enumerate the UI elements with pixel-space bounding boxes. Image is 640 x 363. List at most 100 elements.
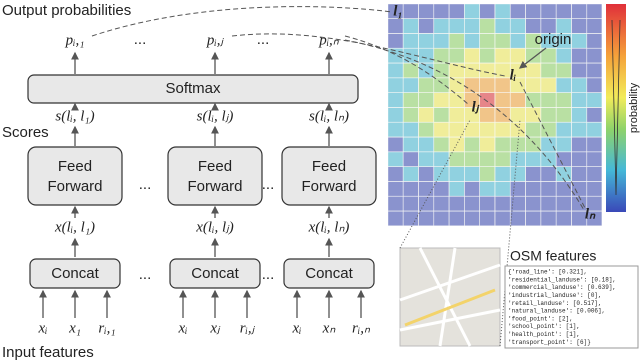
heat-cell [525, 122, 541, 138]
softmax-box [27, 74, 359, 104]
heat-cell [433, 92, 450, 108]
heat-cell [525, 92, 541, 108]
heat-cell [449, 181, 465, 197]
heat-cell [586, 77, 603, 93]
heat-cell [433, 77, 450, 93]
score-label: s(lᵢ, lₙ) [309, 108, 349, 124]
heat-cell [387, 107, 404, 123]
heat-cell [510, 196, 526, 212]
heat-cell [494, 48, 511, 64]
osm-code-line: 'retail_landuse': [0.517], [508, 300, 602, 307]
heat-cell [449, 166, 465, 182]
concat-box [169, 258, 261, 289]
heat-cell [556, 151, 572, 167]
heat-cell [556, 63, 572, 78]
label: Output probabilities [2, 2, 131, 19]
heat-cell [586, 181, 603, 197]
heat-cell [403, 210, 419, 226]
feed-forward-box [27, 146, 123, 206]
osm-code-line: 'residential_landuse': [0.18], [508, 276, 616, 283]
embedding-label: x(lᵢ, lⱼ) [195, 219, 233, 235]
heat-cell [494, 33, 511, 49]
heat-cell [418, 48, 434, 64]
heat-cell [525, 181, 541, 197]
ellipsis: ... [139, 176, 152, 193]
heat-cell [418, 33, 434, 49]
dashed-connector [231, 33, 506, 77]
heat-cell [540, 122, 557, 138]
heat-cell [464, 122, 480, 138]
heat-cell [525, 166, 541, 182]
input-label: xᵢ [37, 320, 47, 336]
heat-cell [403, 151, 419, 167]
ellipsis: ... [139, 266, 152, 283]
heat-cell [387, 63, 404, 78]
heat-cell [464, 107, 480, 123]
heat-cell [540, 92, 557, 108]
label: Scores [2, 124, 49, 141]
heat-cell [418, 18, 434, 34]
osm-code-line: 'food_point': [2], [508, 315, 573, 322]
heat-cell [449, 136, 465, 152]
heat-cell [494, 210, 511, 226]
heat-cell [556, 33, 572, 49]
heat-cell [510, 77, 526, 93]
input-label: rᵢ,ₙ [352, 320, 371, 336]
feed-forward-label: Feed [198, 158, 232, 175]
heat-cell [586, 107, 603, 123]
heat-cell [433, 151, 450, 167]
heat-cell [433, 18, 450, 34]
heat-cell [510, 3, 526, 19]
concat-label: Concat [51, 265, 99, 282]
heat-cell [540, 210, 557, 226]
heat-cell [525, 63, 541, 78]
heat-cell [387, 33, 404, 49]
heat-cell [479, 48, 495, 64]
heat-cell [571, 136, 587, 152]
heat-cell [540, 107, 557, 123]
heat-cell [449, 107, 465, 123]
input-label: xⱼ [209, 320, 221, 336]
heat-cell [433, 196, 450, 212]
heat-cell [449, 151, 465, 167]
heat-cell [525, 151, 541, 167]
heat-cell [418, 107, 434, 123]
heat-cell [571, 77, 587, 93]
score-label: s(lᵢ, lⱼ) [197, 108, 234, 124]
heat-cell [540, 33, 557, 49]
heat-cell [494, 18, 511, 34]
input-label: xₙ [322, 320, 337, 336]
heat-cell [433, 48, 450, 64]
heat-cell [403, 181, 419, 197]
heat-cell [479, 18, 495, 34]
heat-cell [525, 77, 541, 93]
heat-cell [403, 33, 419, 49]
dashed-connector [344, 39, 585, 211]
heat-cell [571, 33, 587, 49]
heat-cell [540, 136, 557, 152]
origin-arrow [518, 47, 547, 69]
heat-cell [494, 166, 511, 182]
heat-cell [479, 166, 495, 182]
heat-cell [418, 151, 434, 167]
map-point: lⱼ [472, 99, 480, 115]
heat-cell [494, 63, 511, 78]
heat-cell [556, 3, 572, 19]
heat-cell [525, 107, 541, 123]
feed-forward-label: Forward [187, 178, 242, 195]
zoom-lines [399, 119, 521, 347]
heat-cell [464, 92, 480, 108]
heat-cell [556, 166, 572, 182]
input-label: xᵢ [177, 320, 187, 336]
ellipsis: ... [257, 31, 270, 48]
heat-cell [464, 77, 480, 93]
heat-cell [479, 122, 495, 138]
heat-cell [403, 136, 419, 152]
heat-cell [556, 107, 572, 123]
heat-cell [525, 3, 541, 19]
heat-cell [418, 92, 434, 108]
heat-cell [510, 33, 526, 49]
heat-cell [586, 92, 603, 108]
heat-cell [479, 196, 495, 212]
heat-cell [464, 18, 480, 34]
